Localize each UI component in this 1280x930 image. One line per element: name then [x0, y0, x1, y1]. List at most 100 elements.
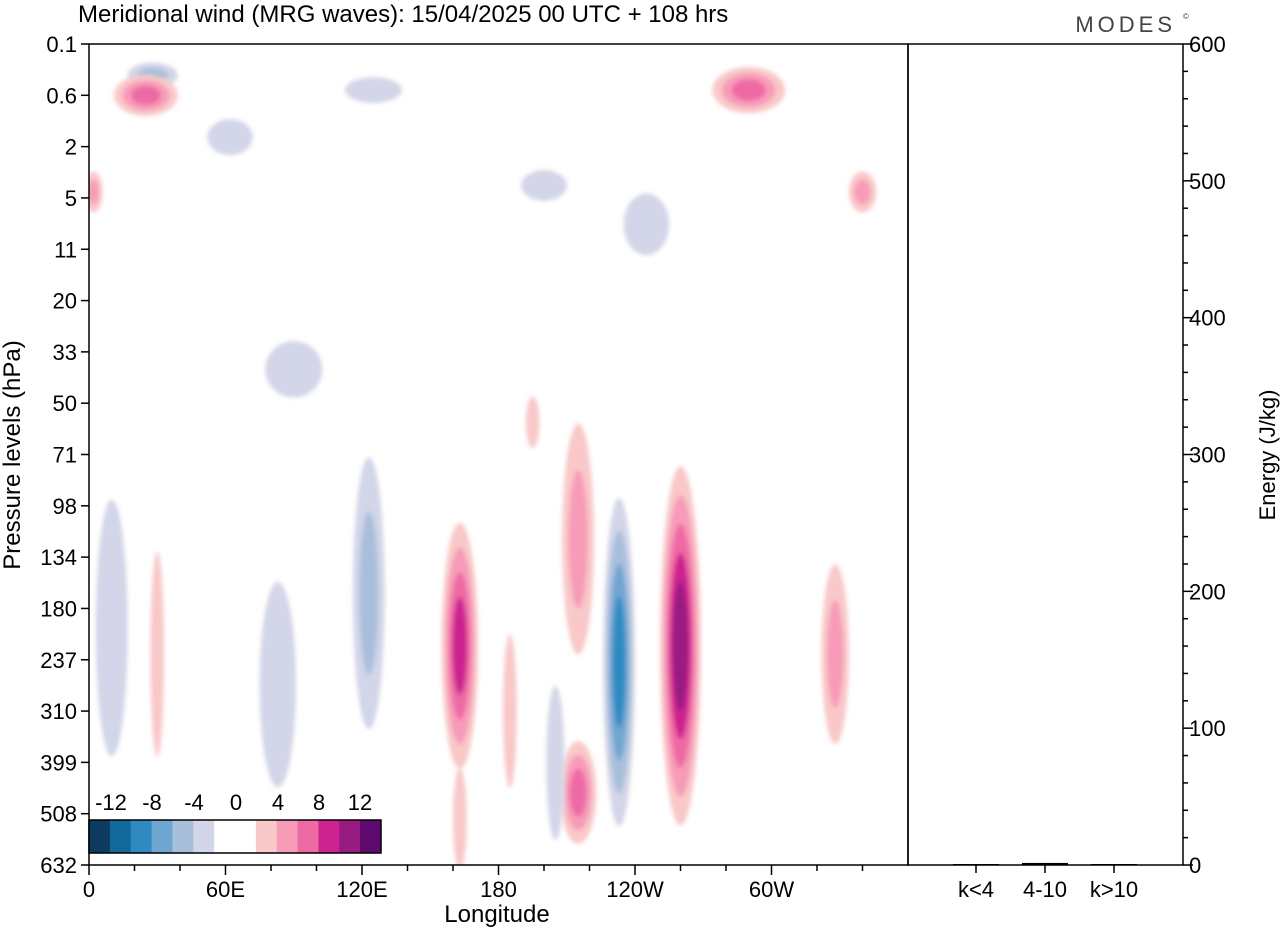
negative-wind-contour — [95, 499, 128, 757]
contour-level — [827, 600, 844, 709]
x-tick-label: 180 — [480, 877, 517, 902]
colorbar-label: 0 — [230, 790, 242, 815]
positive-wind-contour — [559, 741, 597, 844]
colorbar-label: 4 — [272, 790, 284, 815]
x-axis-label: Longitude — [444, 901, 549, 928]
positive-wind-contour — [848, 171, 877, 213]
energy-bar — [953, 864, 999, 865]
contour-level — [525, 396, 540, 449]
contour-level — [207, 119, 253, 156]
contour-level — [131, 85, 161, 105]
contour-level — [150, 551, 165, 757]
y-tick-label: 399 — [40, 750, 77, 775]
longitude-axis: 0 60E 120E 180 120W 60W — [83, 865, 864, 902]
x-tick-label: 0 — [83, 877, 95, 902]
colorbar-swatch — [89, 820, 111, 853]
contour-level — [265, 341, 323, 398]
x-tick-label: 60W — [749, 877, 794, 902]
energy-tick-label: 200 — [1189, 579, 1226, 604]
colorbar-label: 8 — [313, 790, 325, 815]
colorbar-swatch — [151, 820, 173, 853]
colorbar-swatch — [235, 820, 257, 853]
negative-wind-contour — [344, 77, 402, 103]
contour-level — [89, 179, 100, 205]
contour-level — [546, 685, 565, 840]
wind-contours — [89, 62, 877, 865]
contour-level — [453, 767, 467, 865]
negative-wind-contour — [623, 193, 670, 256]
contour-level — [568, 469, 588, 609]
y-tick-label: 5 — [65, 186, 77, 211]
contour-level — [854, 179, 871, 205]
y-tick-label: 11 — [54, 237, 77, 262]
positive-wind-contour — [660, 466, 701, 826]
colorbar: -12 -8 -4 0 4 8 12 — [88, 790, 382, 854]
contour-level — [521, 170, 567, 201]
energy-panel-frame — [907, 43, 1184, 866]
positive-wind-contour — [562, 423, 595, 655]
heatmap-frame — [88, 43, 909, 866]
y-axis-label: Pressure levels (hPa) — [0, 340, 26, 569]
energy-bar — [1091, 864, 1137, 865]
energy-tick-label: 100 — [1189, 716, 1226, 741]
contour-level — [623, 193, 670, 256]
negative-wind-contour — [259, 582, 297, 788]
colorbar-swatch — [360, 820, 382, 853]
positive-wind-contour — [453, 767, 467, 865]
energy-tick-label: 0 — [1189, 853, 1201, 878]
x-tick-label: 120W — [606, 877, 664, 902]
energy-axis: 0 100 200 300 400 500 600 — [1183, 32, 1226, 878]
chart-title: Meridional wind (MRG waves): 15/04/2025 … — [78, 1, 728, 28]
energy-bars: k<4 4-10 k>10 — [953, 862, 1138, 902]
x-tick-label: 60E — [206, 877, 245, 902]
contour-level — [344, 77, 402, 103]
y-tick-label: 180 — [40, 596, 77, 621]
y-tick-label: 50 — [53, 391, 77, 416]
energy-tick-label: 600 — [1189, 32, 1226, 57]
energy-tick-label: 500 — [1189, 169, 1226, 194]
colorbar-label: -8 — [142, 790, 162, 815]
colorbar-swatch — [318, 820, 340, 853]
energy-tick-label: 400 — [1189, 306, 1226, 331]
y-tick-label: 632 — [40, 853, 77, 878]
y-tick-label: 134 — [40, 545, 77, 570]
y-tick-label: 71 — [53, 443, 77, 468]
y-tick-label: 0.6 — [46, 83, 77, 108]
modes-logo-mark: © — [1183, 12, 1189, 21]
contour-level — [731, 79, 766, 101]
modes-logo: MODES — [1075, 12, 1176, 37]
colorbar-label: 12 — [348, 790, 372, 815]
colorbar-swatch — [172, 820, 194, 853]
colorbar-label: -12 — [95, 790, 127, 815]
y-tick-label: 2 — [65, 135, 77, 160]
positive-wind-contour — [441, 522, 479, 770]
y-tick-label: 20 — [53, 289, 77, 314]
negative-wind-contour — [352, 457, 385, 730]
contour-level — [569, 768, 587, 817]
contour-level — [612, 596, 626, 728]
colorbar-label: -4 — [184, 790, 204, 815]
energy-tick-label: 300 — [1189, 443, 1226, 468]
colorbar-swatch — [130, 820, 153, 853]
contour-level — [452, 596, 468, 696]
category-label: k<4 — [958, 877, 994, 902]
contour-level — [259, 582, 297, 788]
y-tick-label: 310 — [40, 699, 77, 724]
positive-wind-contour — [503, 634, 517, 789]
colorbar-swatch — [255, 820, 278, 853]
positive-wind-contour — [150, 551, 165, 757]
colorbar-frame — [88, 819, 382, 854]
negative-wind-contour — [207, 119, 253, 156]
energy-axis-label: Energy (J/kg) — [1255, 390, 1280, 521]
y-tick-label: 98 — [53, 494, 77, 519]
positive-wind-contour — [114, 74, 178, 116]
x-tick-label: 120E — [336, 877, 387, 902]
colorbar-swatch — [276, 820, 299, 853]
negative-wind-contour — [546, 685, 565, 840]
contour-level — [359, 511, 379, 675]
category-label: 4-10 — [1023, 877, 1067, 902]
colorbar-swatch — [214, 820, 236, 853]
y-tick-label: 33 — [53, 340, 77, 365]
category-label: k>10 — [1090, 877, 1138, 902]
